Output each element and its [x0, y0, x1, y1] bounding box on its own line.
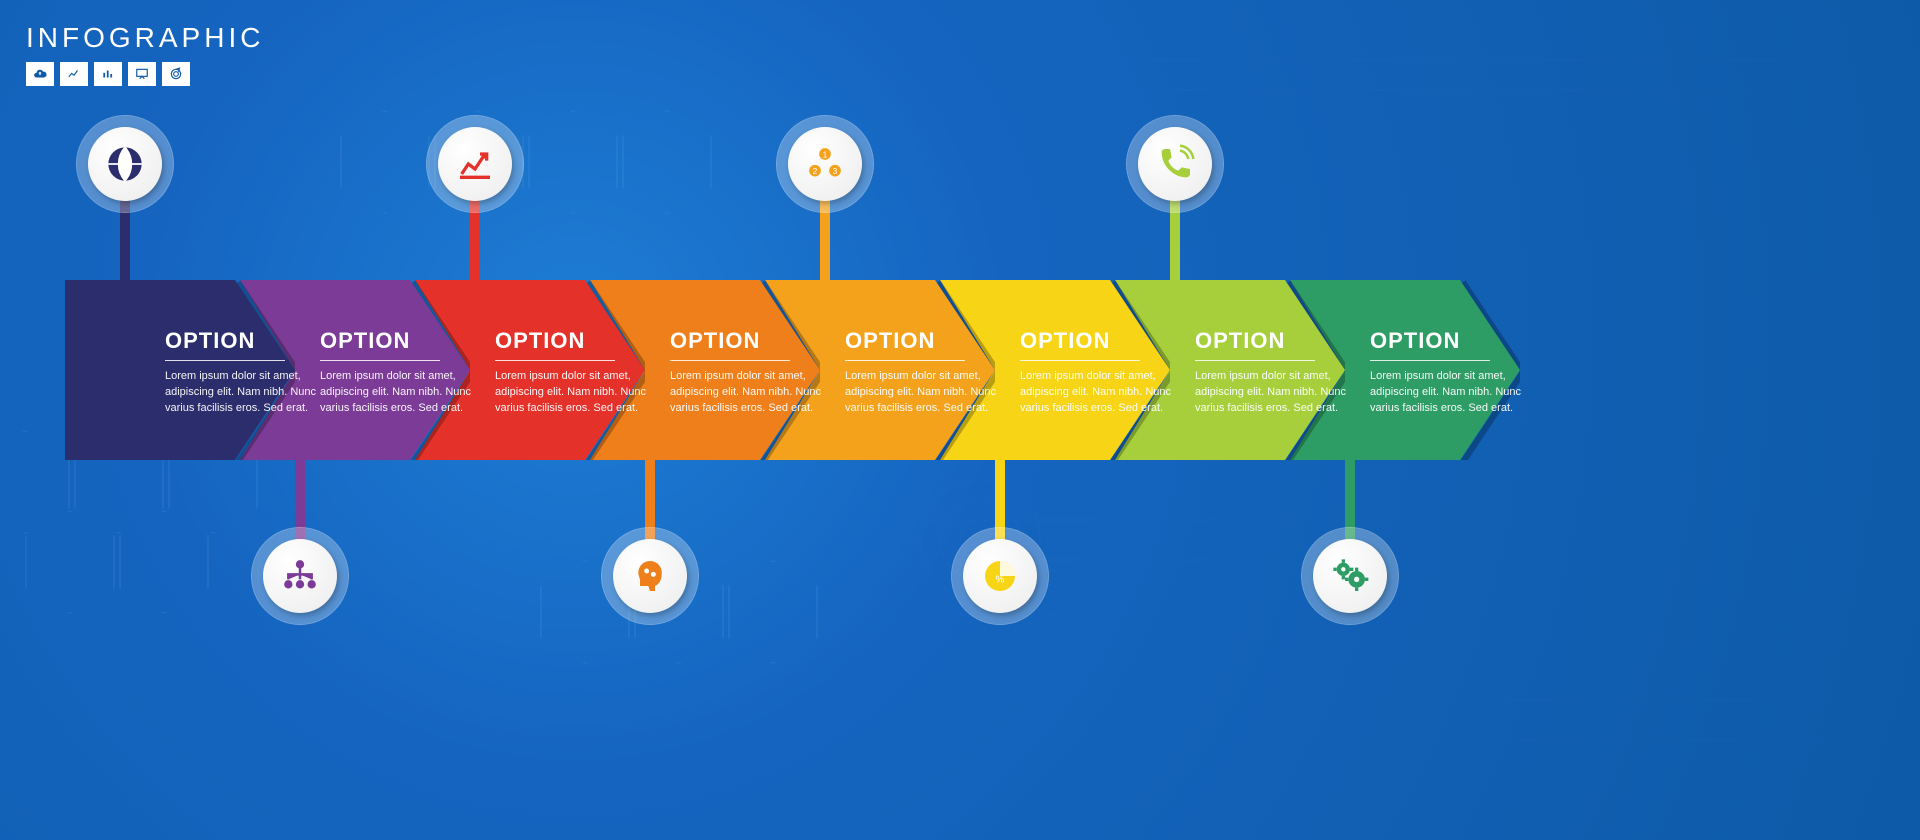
svg-text:2: 2	[813, 166, 818, 176]
numbered-nodes-icon: 12 3	[788, 127, 862, 201]
step-badge	[252, 528, 348, 624]
step-badge	[77, 116, 173, 212]
step-title: OPTION	[1195, 328, 1315, 361]
page-title: INFOGRAPHIC	[26, 22, 264, 54]
header-icon-strip	[26, 62, 264, 86]
step-connector	[1170, 200, 1180, 280]
step-body: Lorem ipsum dolor sit amet, adipiscing e…	[670, 369, 830, 417]
brain-gears-icon	[613, 539, 687, 613]
presentation-icon	[128, 62, 156, 86]
gears-icon	[1313, 539, 1387, 613]
step-body: Lorem ipsum dolor sit amet, adipiscing e…	[320, 369, 480, 417]
cloud-upload-icon	[26, 62, 54, 86]
line-chart-icon	[60, 62, 88, 86]
phone-call-icon	[1138, 127, 1212, 201]
step-badge	[602, 528, 698, 624]
step-title: OPTION	[165, 328, 285, 361]
step-body: Lorem ipsum dolor sit amet, adipiscing e…	[1195, 369, 1355, 417]
svg-text:%: %	[996, 575, 1005, 586]
pie-percent-icon: %	[963, 539, 1037, 613]
step-body: Lorem ipsum dolor sit amet, adipiscing e…	[1370, 369, 1530, 417]
step-badge	[1302, 528, 1398, 624]
step-title: OPTION	[320, 328, 440, 361]
step-body: Lorem ipsum dolor sit amet, adipiscing e…	[495, 369, 655, 417]
bar-chart-icon	[94, 62, 122, 86]
step-badge	[427, 116, 523, 212]
globe-icon	[88, 127, 162, 201]
org-chart-icon	[263, 539, 337, 613]
step-title: OPTION	[495, 328, 615, 361]
step-body: Lorem ipsum dolor sit amet, adipiscing e…	[1020, 369, 1180, 417]
step-body: Lorem ipsum dolor sit amet, adipiscing e…	[165, 369, 325, 417]
step-title: OPTION	[1020, 328, 1140, 361]
step-badge: 12 3	[777, 116, 873, 212]
step-connector	[120, 200, 130, 280]
svg-text:1: 1	[823, 149, 828, 159]
step-title: OPTION	[1370, 328, 1490, 361]
step-badge: %	[952, 528, 1048, 624]
target-icon	[162, 62, 190, 86]
timeline-step: OPTION Lorem ipsum dolor sit amet, adipi…	[65, 280, 295, 460]
svg-text:3: 3	[833, 166, 838, 176]
step-body: Lorem ipsum dolor sit amet, adipiscing e…	[845, 369, 1005, 417]
step-connector	[470, 200, 480, 280]
step-title: OPTION	[845, 328, 965, 361]
timeline-arrow-flow: OPTION Lorem ipsum dolor sit amet, adipi…	[65, 280, 1875, 460]
header: INFOGRAPHIC	[26, 22, 264, 86]
step-badge	[1127, 116, 1223, 212]
step-connector	[820, 200, 830, 280]
step-title: OPTION	[670, 328, 790, 361]
growth-chart-icon	[438, 127, 512, 201]
